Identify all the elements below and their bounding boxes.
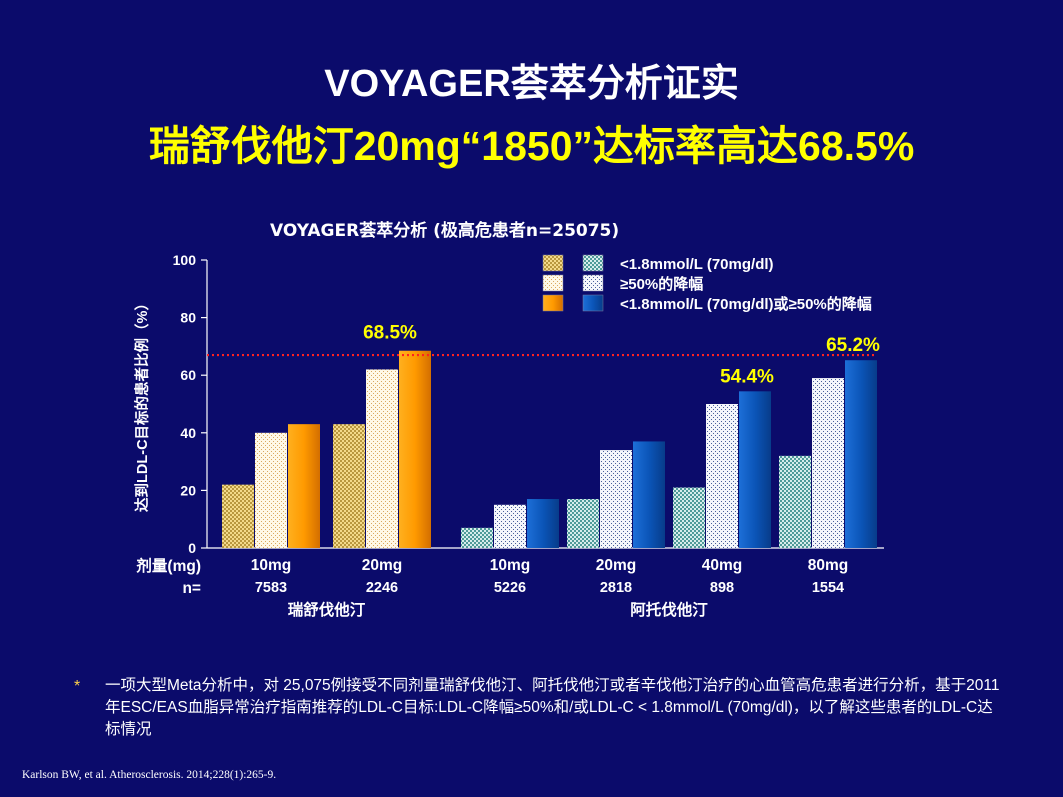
slide-title-line2: 瑞舒伐他汀20mg“1850”达标率高达68.5%	[148, 123, 915, 169]
bar	[255, 432, 287, 548]
legend-swatch-atorvastatin	[582, 274, 604, 292]
y-axis-label: 达到LDL-C目标的患者比例（%）	[133, 296, 151, 512]
bar	[527, 499, 559, 548]
bar	[706, 404, 738, 548]
chart-title: VOYAGER荟萃分析 (极高危患者n=25075)	[270, 221, 620, 241]
legend-swatch-rosuvastatin	[542, 294, 564, 312]
legend-layer: <1.8mmol/L (70mg/dl) ≥50%的降幅 <1.8mmol/L (7…	[542, 254, 872, 313]
x-tick-label-dose: 80mg	[808, 557, 849, 574]
bar	[779, 455, 811, 548]
row-label-dose: 剂量(mg)	[136, 556, 201, 575]
x-tick-label-n: 7583	[255, 580, 287, 596]
legend-label: <1.8mmol/L (70mg/dl)	[620, 256, 774, 273]
drug-label: 阿托伐他汀	[630, 600, 708, 619]
slide-title-line1: VOYAGER荟萃分析证实	[324, 63, 739, 105]
legend-entry: <1.8mmol/L (70mg/dl)或≥50%的降幅	[542, 294, 872, 313]
x-tick-label-dose: 10mg	[251, 557, 292, 574]
bar	[673, 487, 705, 548]
bar	[739, 391, 771, 548]
footnote-text: 一项大型Meta分析中，对 25,075例接受不同剂量瑞舒伐他汀、阿托伐他汀或者…	[105, 677, 1000, 738]
bar	[600, 450, 632, 548]
x-tick-label-dose: 40mg	[702, 557, 743, 574]
labels-layer: 10mg 7583 68.5% 20mg 2246 10mg 5226 20mg 2818 54.…	[136, 323, 880, 619]
y-tick-label: 40	[180, 425, 196, 441]
legend-label: ≥50%的降幅	[620, 275, 703, 293]
legend-swatch-atorvastatin	[582, 294, 604, 312]
x-tick-label-n: 5226	[494, 580, 526, 596]
x-tick-label-n: 898	[710, 580, 734, 596]
x-tick-label-n: 1554	[812, 580, 844, 596]
drug-label: 瑞舒伐他汀	[288, 600, 366, 619]
legend-swatch-rosuvastatin	[542, 274, 564, 292]
bar	[567, 499, 599, 548]
bar-group-4	[567, 441, 665, 548]
bar	[333, 424, 365, 548]
bars-layer	[222, 350, 877, 548]
bar-group-5	[673, 391, 771, 548]
x-tick-label-dose: 20mg	[362, 557, 403, 574]
bar	[633, 441, 665, 548]
legend-swatch-atorvastatin	[582, 254, 604, 272]
y-tick-label: 100	[173, 252, 197, 268]
bar	[288, 424, 320, 548]
data-label: 54.4%	[720, 366, 774, 387]
bar-group-6	[779, 360, 877, 548]
bar-group-1	[222, 424, 320, 548]
x-tick-label-dose: 20mg	[596, 557, 637, 574]
row-label-n: n=	[182, 580, 201, 597]
x-tick-label-n: 2818	[600, 580, 632, 596]
y-tick-label: 20	[180, 482, 196, 498]
legend-entry: <1.8mmol/L (70mg/dl)	[542, 254, 774, 273]
bar	[222, 484, 254, 548]
data-label: 68.5%	[363, 323, 417, 344]
y-tick-label: 60	[180, 367, 196, 383]
legend-swatch-rosuvastatin	[542, 254, 564, 272]
bar	[845, 360, 877, 548]
bar	[812, 378, 844, 548]
bar	[399, 350, 431, 548]
bar-group-3	[461, 499, 559, 548]
citation: Karlson BW, et al. Atherosclerosis. 2014…	[22, 769, 277, 781]
x-tick-label-dose: 10mg	[490, 557, 531, 574]
bar-group-2	[333, 350, 431, 548]
bar	[461, 527, 493, 548]
bar	[366, 369, 398, 548]
y-tick-label: 0	[188, 540, 196, 556]
footnote-marker: *	[74, 678, 81, 695]
x-tick-label-n: 2246	[366, 580, 398, 596]
legend-entry: ≥50%的降幅	[542, 274, 703, 293]
legend-label: <1.8mmol/L (70mg/dl)或≥50%的降幅	[620, 295, 872, 313]
bar	[494, 504, 526, 548]
data-label: 65.2%	[826, 335, 880, 356]
y-tick-label: 80	[180, 310, 196, 326]
